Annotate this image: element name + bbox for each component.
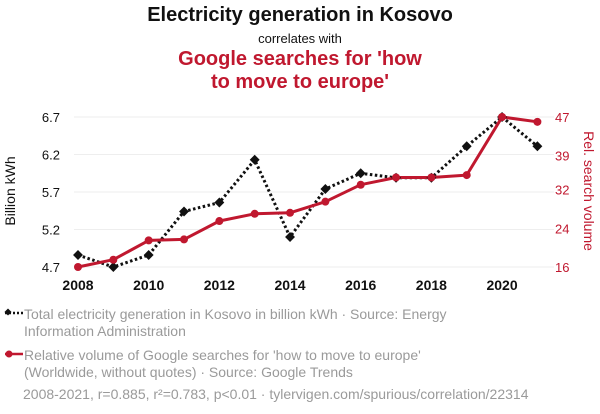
x-tick-label: 2010 <box>133 277 164 293</box>
x-tick-label: 2008 <box>62 277 93 293</box>
data-point-searches <box>74 263 82 271</box>
data-point-electricity <box>249 154 260 165</box>
right-tick-label: 39 <box>555 149 569 164</box>
data-point-electricity <box>285 232 295 242</box>
data-point-searches <box>144 236 153 245</box>
chart-subtitle-line-1: Google searches for 'how <box>178 48 422 70</box>
left-tick-label: 5.7 <box>42 185 60 200</box>
data-point-searches <box>392 173 401 182</box>
data-point-electricity <box>355 168 366 179</box>
right-tick-label: 32 <box>555 183 569 198</box>
left-tick-label: 6.2 <box>42 148 60 163</box>
right-tick-label: 16 <box>555 260 569 275</box>
legend-swatch-searches <box>5 350 23 358</box>
x-tick-label: 2012 <box>204 277 235 293</box>
data-point-searches <box>250 209 259 218</box>
data-point-searches <box>427 173 436 182</box>
chart-subtitle: Google searches for 'how to move to euro… <box>0 48 600 94</box>
chart-subtitle-line-2: to move to europe' <box>210 71 390 93</box>
legend-text-electricity-line-1: Total electricity generation in Kosovo i… <box>24 306 447 322</box>
left-axis-label: Billion kWh <box>2 156 18 225</box>
left-axis-ticks: 4.7 5.2 5.7 6.2 6.7 <box>42 110 60 275</box>
data-point-searches <box>180 235 189 244</box>
data-point-searches <box>356 180 365 189</box>
x-tick-label: 2020 <box>486 277 517 293</box>
x-tick-label: 2018 <box>416 277 447 293</box>
data-point-electricity <box>532 141 543 152</box>
legend-text-searches-line-1: Relative volume of Google searches for '… <box>24 347 421 363</box>
left-tick-label: 6.7 <box>42 110 60 125</box>
data-point-electricity <box>320 184 331 194</box>
data-point-searches <box>286 208 295 217</box>
data-point-searches <box>462 171 471 180</box>
data-point-searches <box>321 197 330 206</box>
footer-stats: 2008-2021, r=0.885, r²=0.783, p<0.01 · t… <box>23 386 529 402</box>
series-markers <box>73 112 543 272</box>
data-point-searches <box>215 217 224 226</box>
series-line-electricity <box>77 115 539 269</box>
chart-title: Electricity generation in Kosovo <box>147 4 453 26</box>
chart-connector-text: correlates with <box>258 31 342 46</box>
data-point-searches <box>533 117 542 126</box>
x-tick-label: 2014 <box>274 277 305 293</box>
right-tick-label: 47 <box>555 110 569 125</box>
data-point-electricity <box>143 250 154 260</box>
right-axis-label: Rel. search volume <box>581 131 597 251</box>
legend-swatch-electricity <box>4 308 23 316</box>
legend-text-electricity-line-2: Information Administration <box>24 323 186 339</box>
legend-text-searches-line-2: (Worldwide, without quotes) · Source: Go… <box>24 364 353 380</box>
right-tick-label: 24 <box>555 221 569 236</box>
right-axis-ticks: 16 24 32 39 47 <box>555 110 569 275</box>
grid-lines <box>74 116 554 268</box>
x-tick-label: 2016 <box>345 277 376 293</box>
data-point-searches <box>109 255 118 264</box>
data-point-electricity <box>214 197 225 208</box>
left-tick-label: 4.7 <box>42 260 60 275</box>
series-lines <box>77 115 539 269</box>
left-tick-label: 5.2 <box>42 223 60 238</box>
x-axis-ticks: 2008 2010 2012 2014 2016 2018 2020 <box>62 277 517 293</box>
data-point-electricity <box>73 250 83 260</box>
data-point-electricity <box>461 141 472 152</box>
series-line-searches <box>77 115 538 269</box>
data-point-searches <box>498 113 507 121</box>
